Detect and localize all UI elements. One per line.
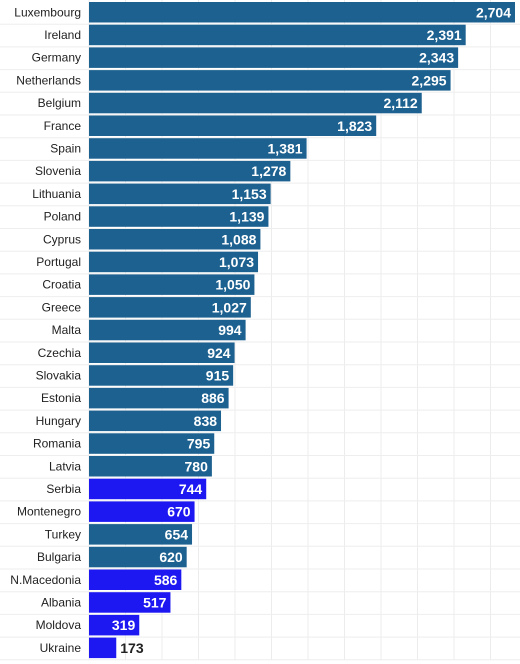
category-label: Montenegro [17,505,81,519]
category-label: Bulgaria [37,550,81,564]
bar-moldova [89,614,140,636]
category-label: Latvia [49,459,81,473]
value-label: 586 [154,572,178,588]
bar-luxembourg [89,2,515,23]
value-label: 1,139 [229,209,264,225]
bar-latvia [89,456,212,477]
value-label: 994 [218,322,242,338]
value-label: 654 [165,526,189,542]
value-label: 1,278 [251,163,286,179]
bars [89,2,515,659]
bar-albania [89,592,171,613]
bar-netherlands [89,70,451,91]
value-label: 2,295 [412,72,447,88]
value-label: 1,088 [221,231,256,247]
bar-czechia [89,342,235,363]
category-label: Estonia [41,391,81,405]
bar-greece [89,297,251,318]
category-label: Albania [41,595,81,609]
bar-hungary [89,410,222,432]
category-label: Poland [44,210,81,224]
value-label: 1,823 [337,118,372,134]
category-label: Netherlands [16,73,81,87]
bar-ukraine [89,637,117,659]
bar-france [89,115,377,136]
bar-portugal [89,251,259,273]
category-labels: Luxembourg Ireland Germany Netherlands Belgi… [10,5,81,655]
value-label: 886 [201,390,225,406]
bar-lithuania [89,183,271,205]
bar-estonia [89,387,229,409]
category-label: Cyprus [43,232,81,246]
category-label: Hungary [36,414,81,428]
category-label: Romania [33,437,81,451]
category-label: Croatia [42,278,81,292]
bar-belgium [89,92,422,114]
category-label: Germany [32,51,81,65]
value-label: 670 [167,504,191,520]
bar-bulgaria [89,546,187,568]
category-label: Spain [50,141,81,155]
value-label: 173 [120,640,144,656]
bar-croatia [89,274,255,295]
category-label: Malta [52,323,82,337]
bar-serbia [89,478,207,500]
value-label: 2,391 [427,27,462,43]
value-label: 1,050 [215,277,250,293]
category-label: Slovenia [35,164,81,178]
category-label: France [44,119,82,133]
value-label: 795 [187,436,211,452]
value-label: 1,153 [232,186,267,202]
category-label: Serbia [46,482,81,496]
value-label: 2,343 [419,50,454,66]
category-label: Portugal [36,255,81,269]
category-label: Lithuania [32,187,81,201]
category-label: Luxembourg [14,5,81,19]
value-label: 319 [112,617,136,633]
bar-montenegro [89,501,195,522]
bar-slovakia [89,365,234,386]
value-label: 780 [185,458,209,474]
category-label: Slovakia [36,368,82,382]
bar-romania [89,433,215,454]
value-label: 2,704 [476,4,511,20]
value-label: 1,027 [212,299,247,315]
value-label: 2,112 [383,95,417,111]
bar-cyprus [89,229,261,250]
category-label: Ireland [44,28,81,42]
value-label: 1,381 [268,140,303,156]
category-label: Ukraine [40,641,82,655]
category-label: Greece [42,300,82,314]
category-label: Turkey [45,527,81,541]
value-label: 1,073 [219,254,254,270]
bar-malta [89,319,246,341]
value-label: 838 [194,413,218,429]
value-label: 620 [159,549,183,565]
bar-germany [89,47,459,68]
bar-n-macedonia [89,569,182,590]
bar-ireland [89,24,466,46]
value-label: 915 [206,367,230,383]
bar-slovenia [89,160,291,182]
bar-turkey [89,524,193,545]
value-label: 924 [207,345,231,361]
category-label: Moldova [36,618,82,632]
category-label: N.Macedonia [10,573,81,587]
value-label: 744 [179,481,203,497]
value-labels: 2,704 2,391 2,343 2,295 2,112 1,823 1,381 1,278… [112,4,511,656]
value-label: 517 [143,594,167,610]
category-label: Czechia [38,346,82,360]
category-label: Belgium [38,96,81,110]
bar-poland [89,206,269,227]
bar-spain [89,138,307,159]
